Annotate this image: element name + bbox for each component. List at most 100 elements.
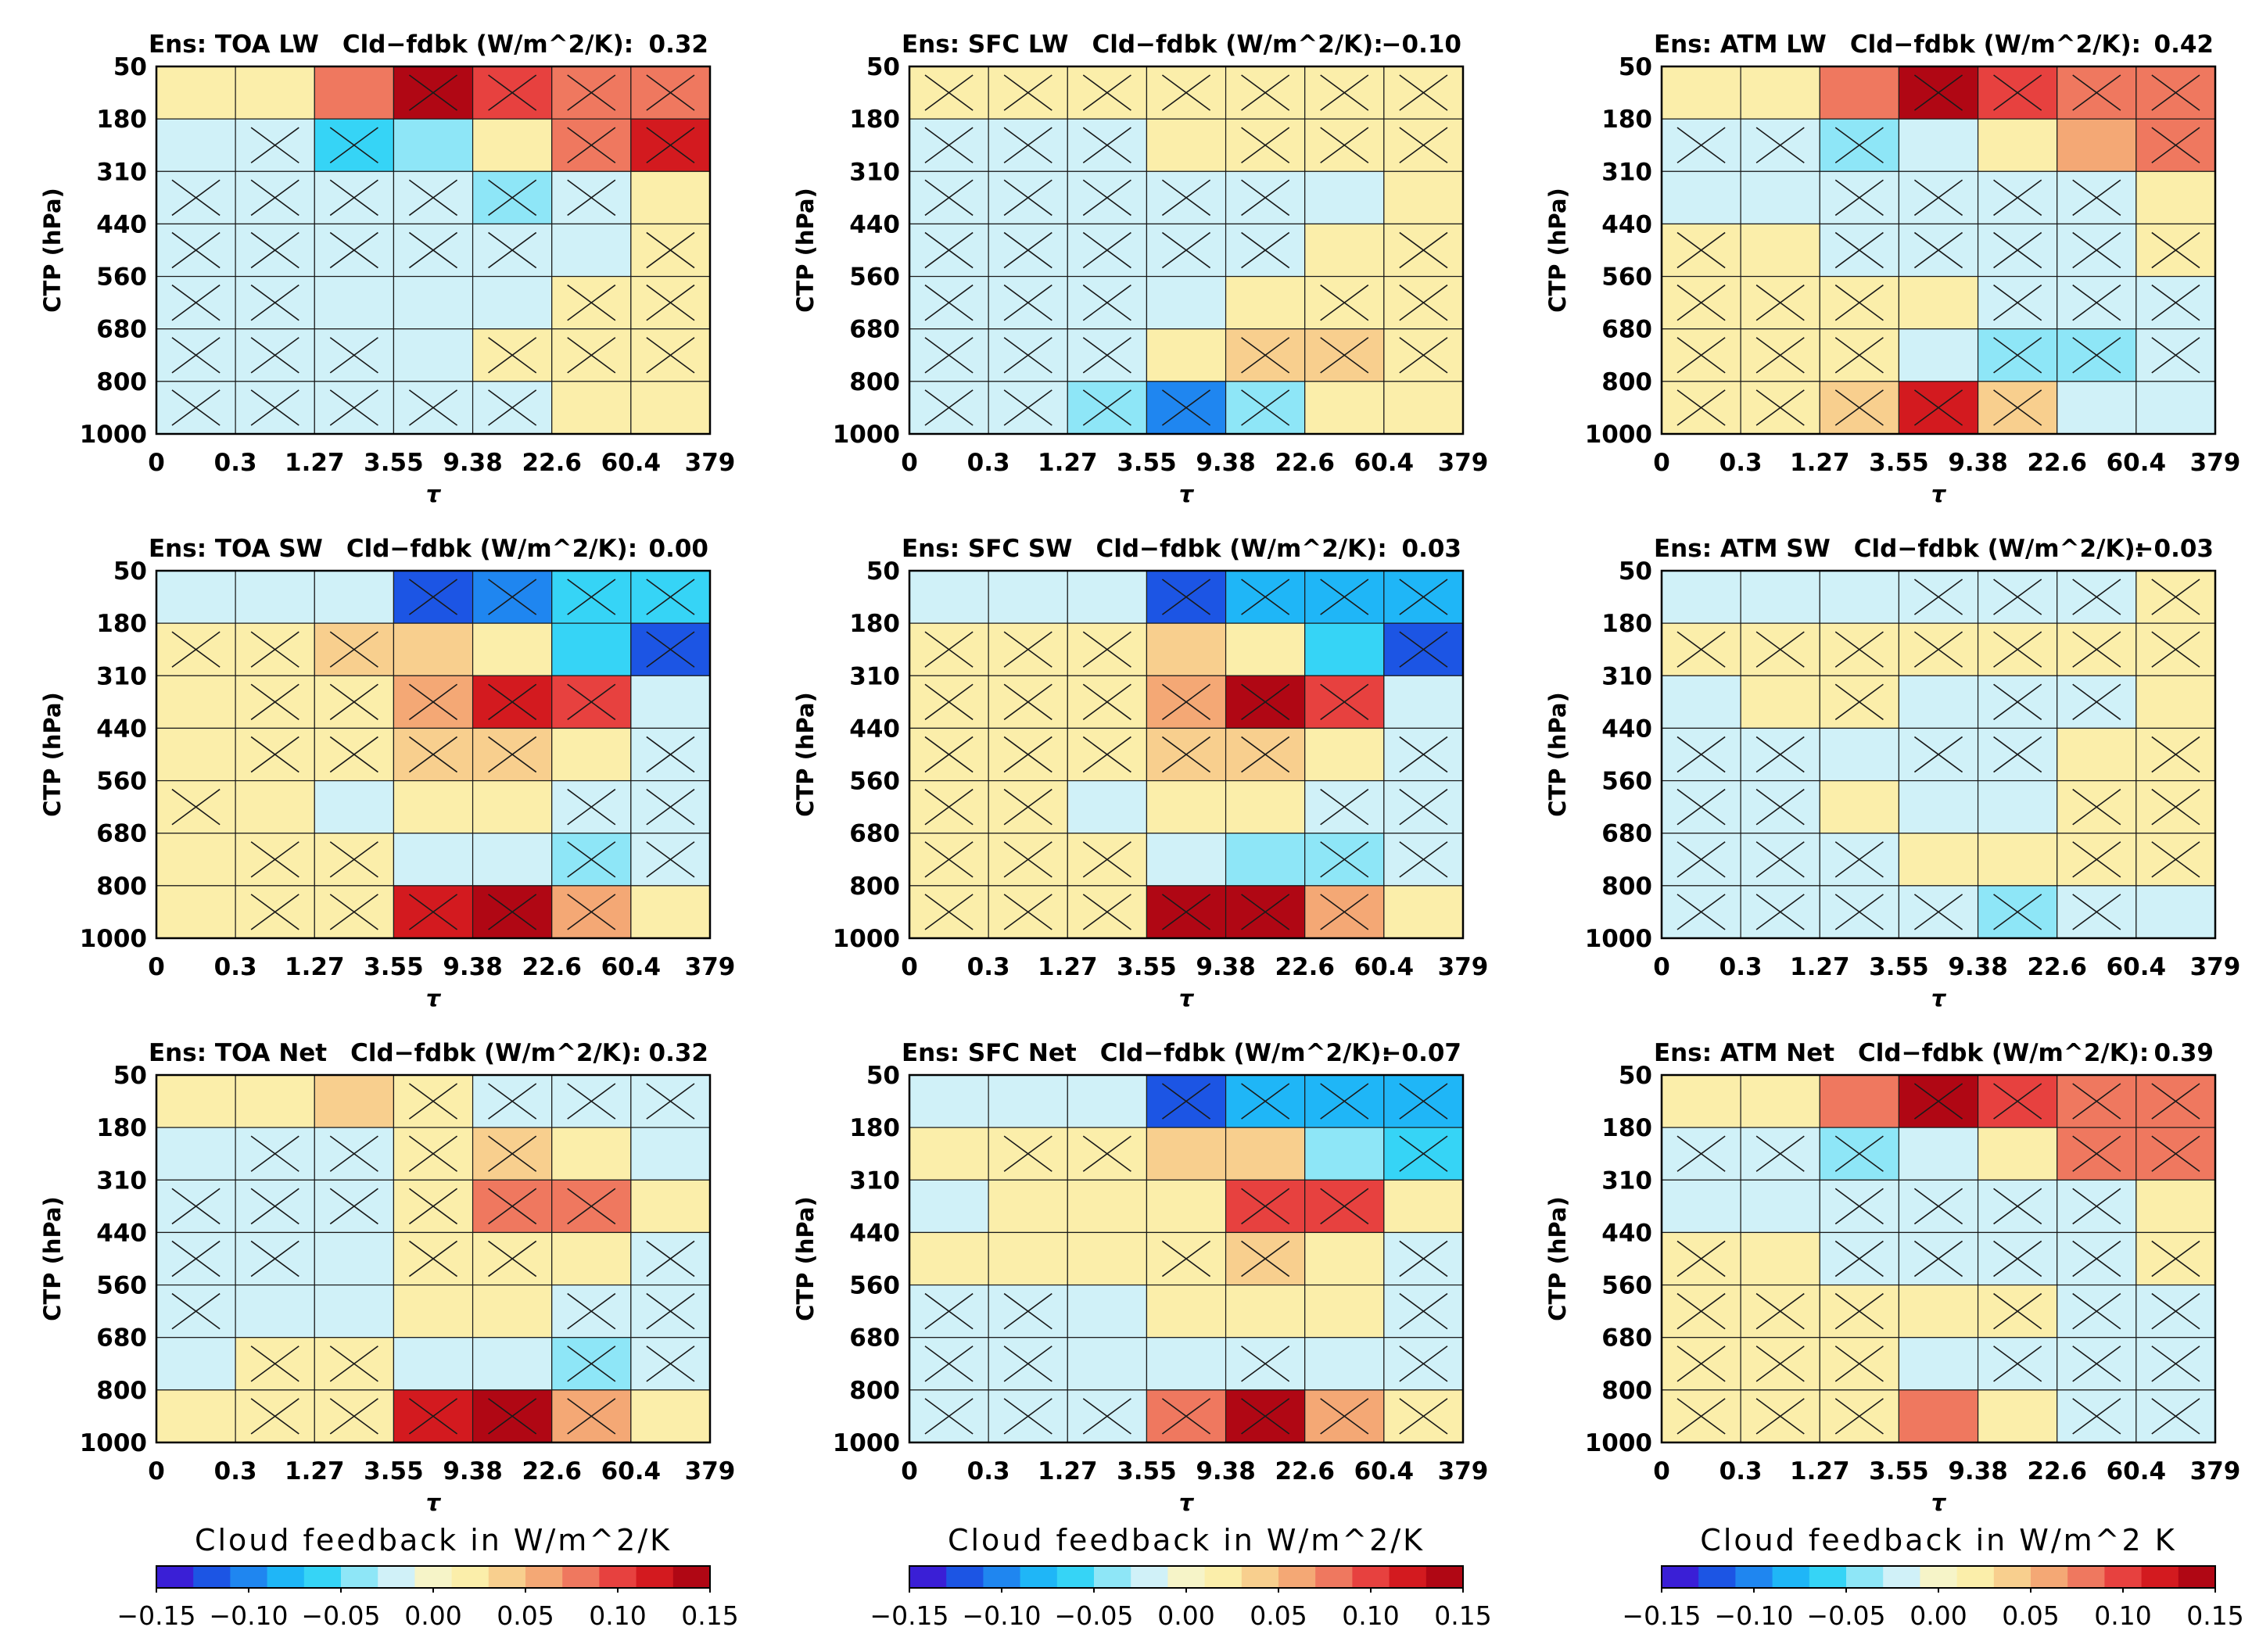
significance-hatch — [1993, 337, 2042, 374]
heatmap-cell — [551, 1127, 632, 1181]
heatmap-cell — [235, 381, 315, 435]
heatmap-cell — [551, 381, 632, 435]
x-tick-label: 60.4 — [1354, 953, 1415, 981]
heatmap-cell — [156, 675, 236, 729]
significance-hatch — [171, 1188, 221, 1225]
heatmap-cell — [472, 833, 553, 887]
significance-hatch — [1003, 1292, 1052, 1330]
heatmap-cell — [1740, 66, 1820, 120]
significance-hatch — [567, 1346, 616, 1382]
significance-hatch — [488, 579, 537, 615]
significance-hatch — [2072, 1135, 2121, 1172]
significance-hatch — [646, 1292, 695, 1330]
significance-hatch — [1834, 284, 1884, 321]
x-tick-label: 0.3 — [214, 953, 257, 981]
significance-hatch — [1755, 1346, 1805, 1382]
significance-hatch — [646, 74, 695, 111]
panels-layer: Ens: TOA LW Cld−fdbk (W/m^2/K): 0.32 50 180 3… — [39, 30, 2240, 1516]
x-tick-label: 0 — [1653, 953, 1670, 981]
panel-frame — [1660, 569, 2217, 940]
panel-title: Ens: ATM Net Cld−fdbk (W/m^2/K): — [1654, 1039, 2149, 1067]
heatmap-cell — [1740, 570, 1820, 624]
y-axis-label: CTP (hPa) — [792, 692, 819, 817]
y-axis-label: CTP (hPa) — [1544, 692, 1571, 817]
significance-hatch — [646, 1083, 695, 1120]
significance-hatch — [1676, 231, 1726, 269]
colorbar-swatch — [267, 1566, 305, 1588]
panel-title-value: 0.42 — [2154, 30, 2214, 59]
x-tick-label: 0 — [148, 1457, 165, 1485]
significance-hatch — [171, 231, 221, 269]
significance-hatch — [2072, 337, 2121, 374]
colorbar-swatch — [599, 1566, 637, 1588]
x-tick-label: 379 — [685, 1457, 736, 1485]
significance-hatch — [1082, 736, 1131, 773]
panel-title-prefix: Ens: ATM SW — [1654, 535, 1831, 563]
significance-hatch — [1676, 1398, 1726, 1435]
panel-title-prefix: Ens: SFC SW — [902, 535, 1072, 563]
significance-hatch — [1082, 631, 1131, 668]
x-tick-label: 22.6 — [1275, 449, 1335, 477]
x-tick-label: 379 — [1438, 1457, 1489, 1485]
y-tick-label: 180 — [849, 610, 900, 638]
heatmap-cell — [1383, 1179, 1464, 1234]
heatmap-cell — [156, 1337, 236, 1391]
panel-frame — [1660, 1073, 2217, 1444]
significance-hatch — [1834, 683, 1884, 721]
significance-hatch — [1755, 788, 1805, 826]
x-tick-label: 22.6 — [522, 1457, 582, 1485]
significance-hatch — [329, 231, 378, 269]
heatmap-cell — [156, 833, 236, 887]
significance-hatch — [1003, 389, 1052, 426]
x-tick-label: 379 — [1438, 953, 1489, 981]
heatmap-cell — [1304, 223, 1385, 278]
heatmap-cell — [235, 66, 315, 120]
significance-hatch — [2072, 284, 2121, 321]
y-tick-label: 440 — [1601, 210, 1652, 238]
significance-hatch — [646, 284, 695, 321]
significance-hatch — [329, 631, 378, 668]
significance-hatch — [329, 894, 378, 930]
significance-hatch — [1003, 1346, 1052, 1382]
heatmap-cell — [909, 1127, 989, 1181]
heatmap-cell — [1225, 223, 1306, 278]
x-tick-label: 0 — [148, 953, 165, 981]
y-tick-label: 680 — [849, 1324, 900, 1353]
significance-hatch — [1320, 579, 1369, 615]
significance-hatch — [171, 1240, 221, 1278]
panel-title-label: Cld−fdbk (W/m^2/K): — [1854, 535, 2145, 563]
colorbar-swatch — [1131, 1566, 1168, 1588]
significance-hatch — [488, 683, 537, 721]
significance-hatch — [1399, 1240, 1448, 1278]
panel-7: Ens: TOA Net Cld−fdbk (W/m^2/K): 0.32 50 180… — [39, 1039, 735, 1516]
colorbar-title: Cloud feedback in W/m^2 K — [1700, 1523, 2176, 1557]
significance-hatch — [567, 683, 616, 721]
significance-hatch — [2151, 284, 2200, 321]
significance-hatch — [2151, 1292, 2200, 1330]
significance-hatch — [924, 683, 974, 721]
heatmap-cell — [1819, 779, 1900, 834]
heatmap-cell — [1146, 1127, 1227, 1181]
heatmap-cell — [393, 328, 474, 382]
colorbar-tick-label: −0.15 — [1622, 1600, 1701, 1631]
heatmap-cell — [1819, 727, 1900, 782]
significance-hatch — [1161, 389, 1211, 426]
heatmap-cell — [2135, 170, 2216, 225]
heatmap-cell — [988, 1074, 1068, 1128]
heatmap-cell — [1067, 1179, 1148, 1234]
significance-hatch — [1161, 74, 1211, 111]
significance-hatch — [488, 1398, 537, 1435]
colorbar-title: Cloud feedback in W/m^2/K — [948, 1523, 1425, 1557]
significance-hatch — [408, 1188, 458, 1225]
significance-hatch — [646, 788, 695, 826]
heatmap-cell — [393, 275, 474, 330]
significance-hatch — [1003, 631, 1052, 668]
significance-hatch — [567, 179, 616, 217]
y-tick-label: 180 — [1601, 106, 1652, 134]
significance-hatch — [1834, 1292, 1884, 1330]
significance-hatch — [329, 1188, 378, 1225]
significance-hatch — [924, 337, 974, 374]
significance-hatch — [1834, 337, 1884, 374]
panel-title-label: Cld−fdbk (W/m^2/K): — [346, 535, 637, 563]
significance-hatch — [1320, 841, 1369, 878]
